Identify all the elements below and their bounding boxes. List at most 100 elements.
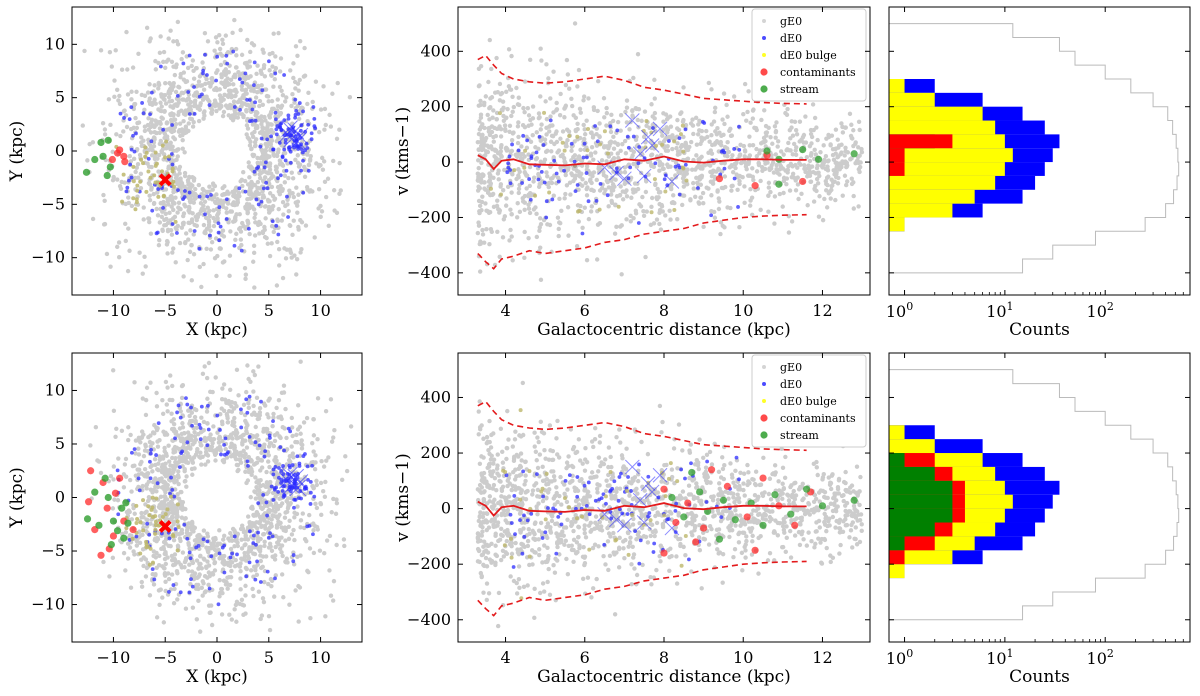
gE0-point: [173, 175, 179, 181]
gE0-point: [651, 221, 657, 226]
gE0-point: [853, 161, 858, 166]
y-tick-label: 400: [420, 41, 451, 60]
gE0-point: [624, 105, 630, 110]
gE0-point: [152, 156, 158, 162]
gE0-point: [740, 175, 745, 180]
gE0-point: [543, 149, 549, 155]
gE0-point: [123, 456, 129, 462]
gE0-point: [547, 129, 552, 134]
dE0-point: [280, 154, 285, 159]
gE0-point: [266, 613, 272, 619]
gE0-point: [125, 268, 131, 274]
gE0-point: [304, 184, 310, 190]
gE0-point: [793, 162, 798, 168]
gE0-point: [572, 21, 578, 26]
gE0-point: [582, 132, 588, 137]
dE0-point: [562, 168, 566, 173]
gE0-point: [603, 174, 609, 179]
bulge-point: [586, 127, 591, 132]
gE0-point: [514, 215, 520, 220]
gE0-point: [117, 101, 123, 107]
gE0-point: [139, 140, 144, 145]
gE0-point: [153, 572, 158, 577]
gE0-point: [259, 565, 264, 571]
gE0-point: [483, 94, 489, 99]
gE0-point: [335, 80, 340, 86]
dE0-point: [231, 49, 236, 54]
stream-point: [799, 146, 807, 154]
gE0-point: [258, 156, 263, 161]
gE0-point: [490, 115, 495, 120]
dE0-point: [218, 224, 223, 229]
gE0-point: [833, 127, 839, 132]
gE0-point: [712, 109, 718, 115]
gE0-point: [176, 200, 182, 206]
gE0-point: [188, 197, 194, 202]
gE0-point: [300, 442, 305, 448]
gE0-point: [531, 207, 537, 212]
gE0-point: [790, 152, 795, 157]
bulge-point: [131, 196, 136, 201]
gE0-point: [159, 104, 164, 109]
gE0-point: [591, 170, 597, 175]
gE0-point: [154, 390, 159, 396]
gE0-point: [264, 153, 270, 158]
gE0-point: [560, 129, 566, 134]
gE0-point: [231, 82, 236, 87]
gE0-point: [848, 156, 853, 162]
gE0-point: [770, 141, 775, 146]
gE0-point: [557, 113, 563, 118]
gE0-point: [183, 478, 188, 484]
gE0-point: [649, 204, 654, 210]
gE0-point: [654, 217, 660, 222]
gE0-point: [175, 19, 181, 25]
gE0-point: [786, 230, 792, 235]
gE0-point: [312, 467, 318, 472]
gE0-point: [784, 176, 790, 181]
gE0-point: [234, 619, 239, 624]
gE0-point: [123, 221, 128, 227]
gE0-point: [291, 194, 297, 200]
gE0-point: [316, 206, 321, 211]
bulge-point: [131, 179, 136, 184]
hist-bar: [889, 162, 1005, 176]
hist-bar: [889, 189, 975, 204]
progenitor-marker: [158, 173, 172, 187]
dE0-point: [209, 192, 213, 197]
gE0-point: [493, 133, 499, 139]
gE0-point: [266, 459, 271, 464]
gE0-point: [524, 186, 529, 191]
gE0-point: [206, 218, 212, 223]
bulge-point: [660, 142, 665, 147]
gE0-point: [248, 49, 253, 55]
dE0-point: [274, 132, 279, 137]
gE0-point: [738, 142, 743, 148]
gE0-point: [106, 97, 112, 102]
gE0-point: [205, 39, 211, 44]
gE0-point: [121, 485, 127, 490]
gE0-point: [128, 585, 134, 590]
gE0-point: [484, 208, 489, 213]
gE0-point: [516, 134, 521, 140]
dE0-point: [516, 148, 521, 153]
gE0-point: [337, 127, 342, 132]
gE0-point: [525, 106, 531, 111]
gE0-point: [527, 183, 533, 189]
gE0-point: [126, 425, 131, 430]
gE0-point: [510, 109, 515, 114]
gE0-point: [156, 107, 161, 112]
gE0-point: [722, 225, 727, 230]
gE0-point: [180, 550, 186, 555]
gE0-point: [337, 160, 342, 166]
gE0-point: [270, 203, 276, 209]
gE0-point: [128, 432, 133, 438]
gE0-point: [583, 180, 588, 186]
gE0-point: [265, 133, 271, 139]
gE0-point: [183, 240, 188, 246]
gE0-point: [522, 79, 528, 84]
gE0-point: [543, 99, 548, 104]
gE0-point: [220, 53, 225, 58]
gE0-point: [609, 198, 614, 204]
gE0-point: [182, 468, 187, 474]
